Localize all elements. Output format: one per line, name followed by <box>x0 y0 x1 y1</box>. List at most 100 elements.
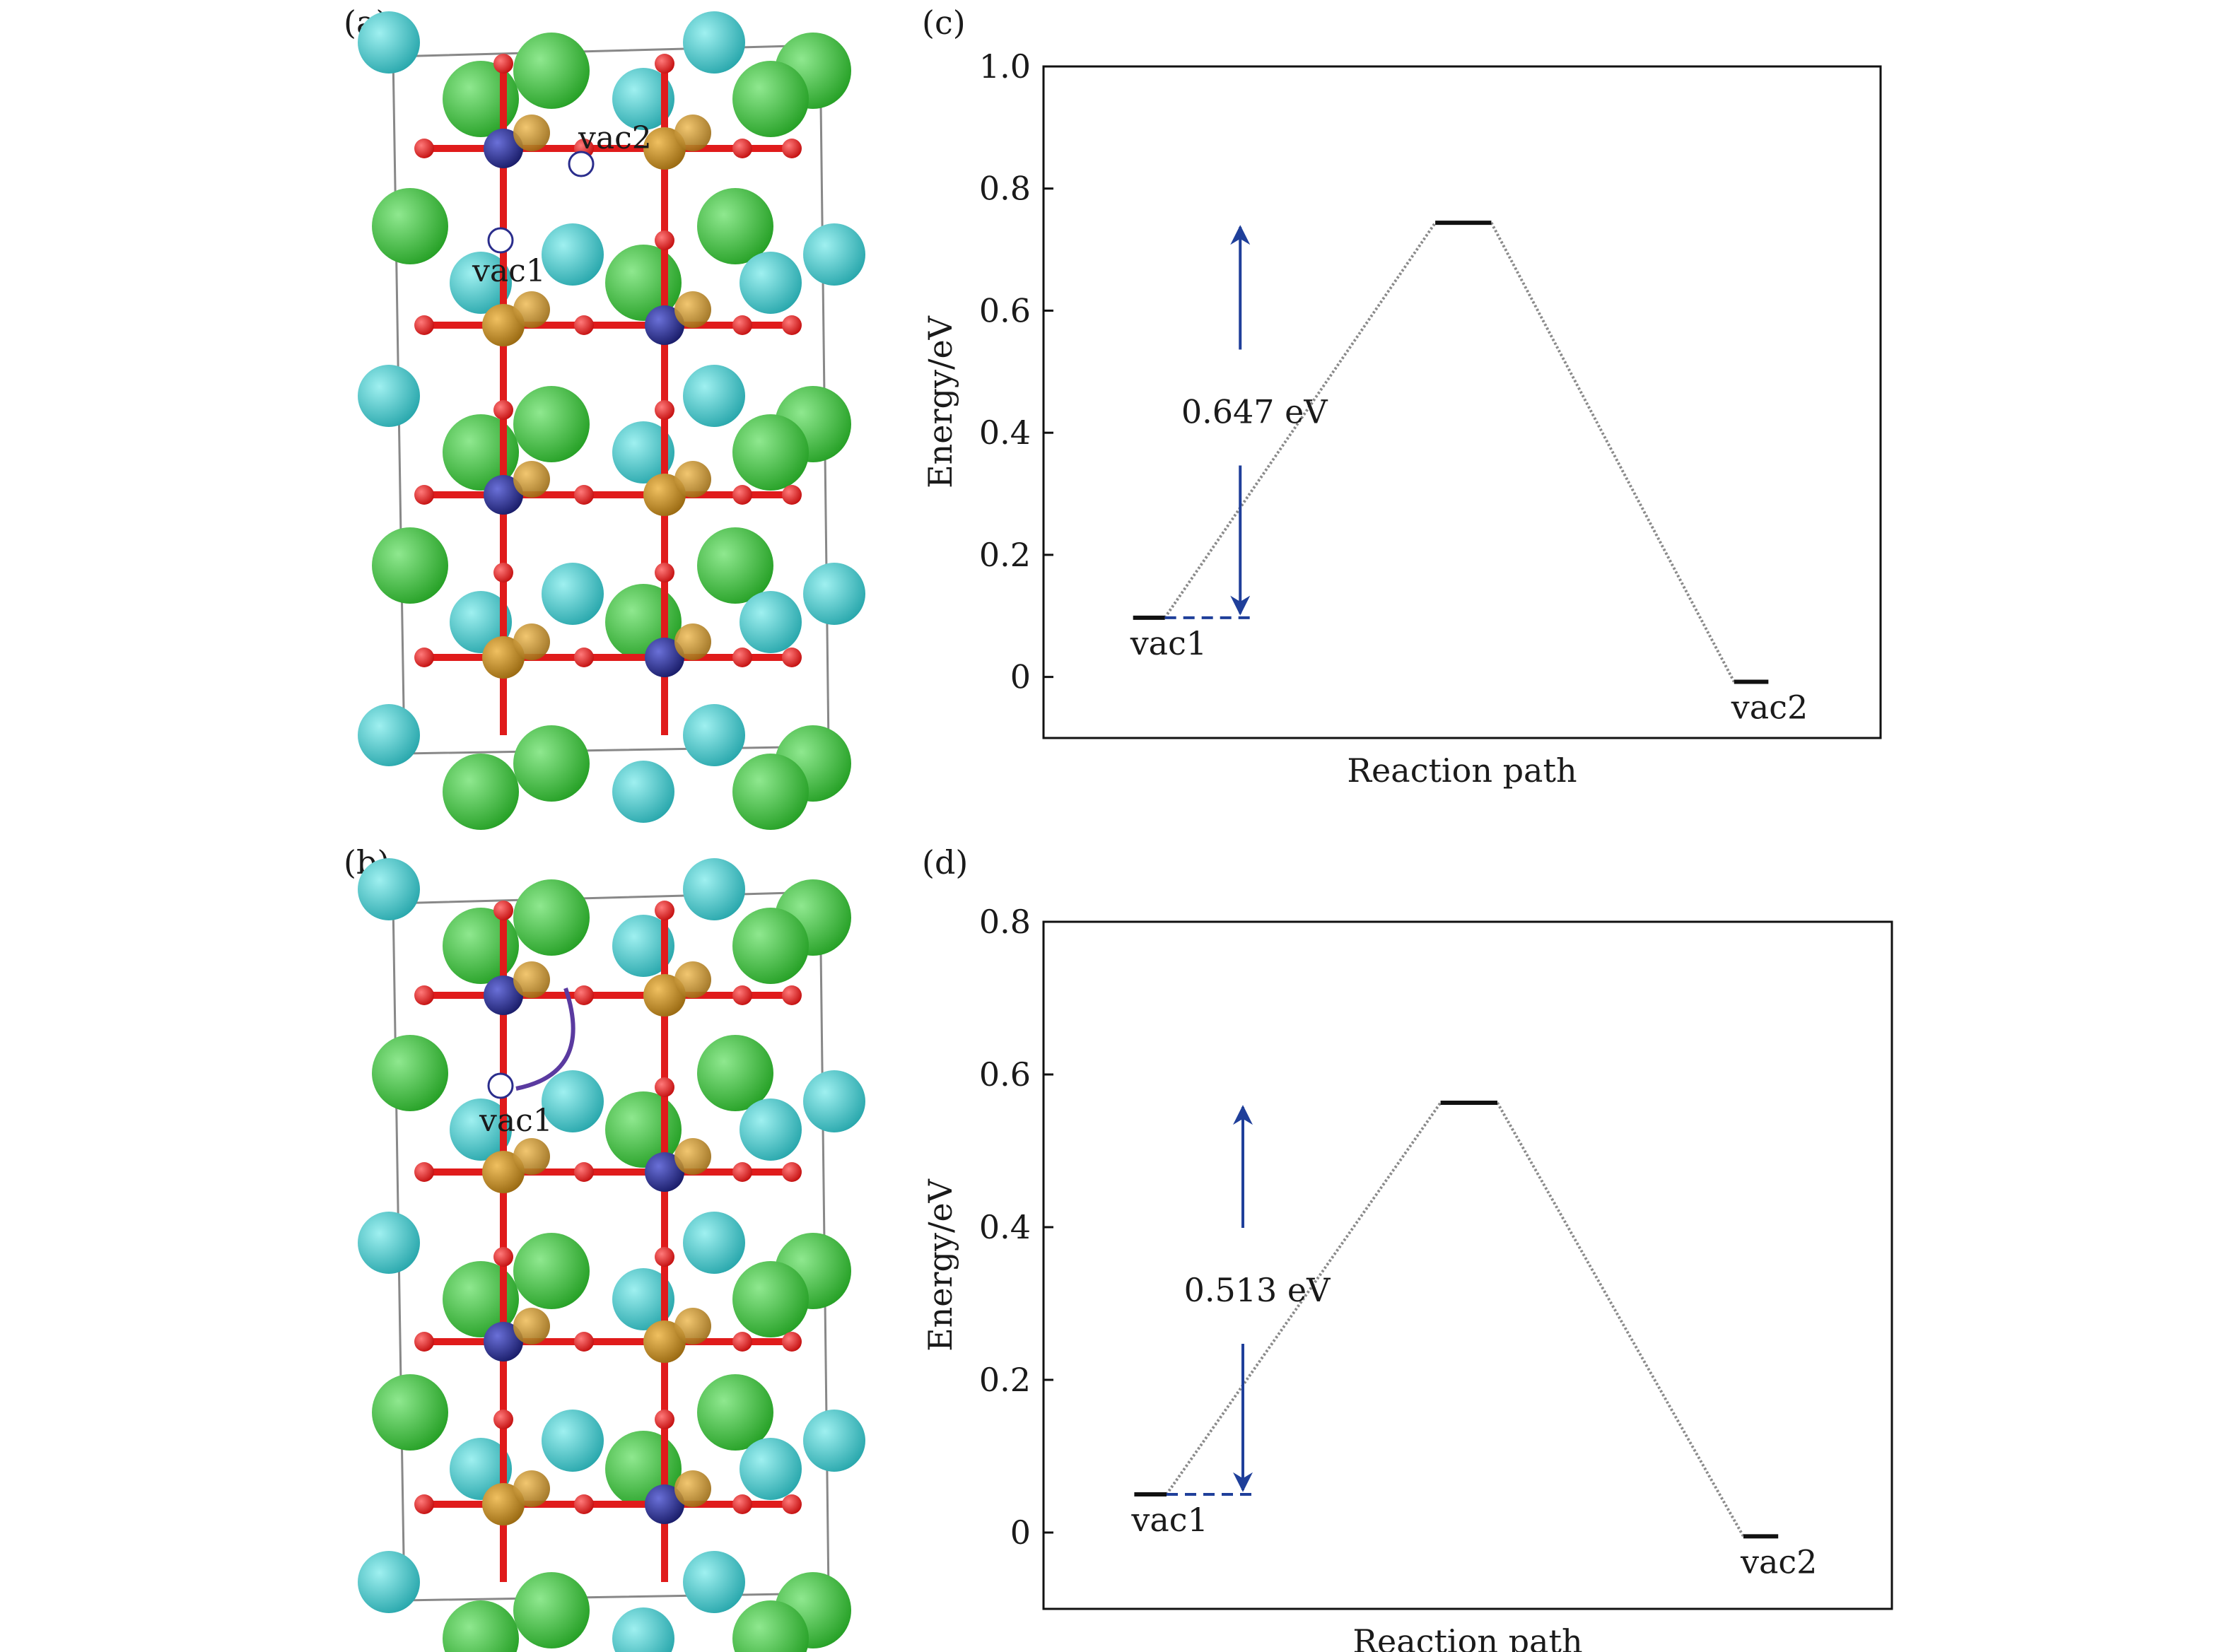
energy-chart-c: (c) 0 0.2 0.4 0.6 0.8 1.0 vac1 vac2 0.647 eV En… <box>921 4 1882 790</box>
marks-d: vac1 vac2 0.513 eV <box>1130 1100 1817 1581</box>
oxygen-atom-a <box>493 563 513 582</box>
y-tick-label-c: 0.6 <box>979 291 1031 329</box>
y-tick-label-c: 0.2 <box>979 536 1031 574</box>
barrier-label-c: 0.647 eV <box>1181 392 1328 430</box>
oxygen-atom-b <box>782 985 802 1005</box>
oxygen-atom-b <box>732 1332 752 1352</box>
fe-atom-a <box>674 115 711 151</box>
plot-frame-c <box>1042 65 1882 739</box>
sr-atom-b <box>697 1035 773 1111</box>
oxygen-atom-a <box>414 648 434 667</box>
oxygen-atom-b <box>493 901 513 920</box>
oxygen-atom-b <box>782 1162 802 1182</box>
la-atom-b <box>612 915 674 977</box>
migration-path-b <box>515 988 575 1091</box>
oxygen-atom-b <box>493 1247 513 1267</box>
la-atom-b <box>542 1070 604 1132</box>
panel-label-c: (c) <box>922 4 966 42</box>
state-label-vac2-d: vac2 <box>1740 1542 1817 1581</box>
plot-frame-d <box>1042 920 1893 1610</box>
oxygen-atom-a <box>493 400 513 420</box>
state-label-vac2-c: vac2 <box>1731 689 1808 727</box>
dopant-atom-a <box>645 638 684 677</box>
oxygen-atom-a <box>574 648 594 667</box>
la-atom-b <box>803 1410 865 1472</box>
oxygen-atom-a <box>782 485 802 505</box>
sr-atom-b <box>697 1374 773 1451</box>
la-atom-b <box>450 1099 512 1161</box>
state-label-vac1-d: vac1 <box>1130 1501 1208 1539</box>
oxygen-atom-a <box>655 400 674 420</box>
la-atom-b <box>740 1099 802 1161</box>
vacancy-vac1-a <box>487 227 514 254</box>
oxygen-atom-a <box>782 315 802 335</box>
la-atom-b <box>683 1551 745 1613</box>
la-atom-a <box>358 11 420 74</box>
marks-c: vac1 vac2 0.647 eV <box>1130 221 1808 727</box>
oxygen-atom-a <box>732 485 752 505</box>
la-atom-a <box>612 761 674 823</box>
y-tick-label-c: 1.0 <box>979 47 1031 86</box>
la-atom-a <box>683 704 745 766</box>
reaction-path-d <box>1165 1101 1745 1537</box>
sr-atom-b <box>443 1600 519 1652</box>
la-atom-a <box>450 252 512 314</box>
la-atom-a <box>683 365 745 427</box>
oxygen-atom-b <box>782 1332 802 1352</box>
la-atom-a <box>612 421 674 484</box>
structure-b-atoms <box>358 858 865 1652</box>
fe-atom-a <box>513 623 550 660</box>
sr-atom-b <box>372 1035 448 1111</box>
sr-atom-a <box>513 33 590 109</box>
sr-atom-a <box>513 386 590 462</box>
oxygen-atom-a <box>732 315 752 335</box>
fe-atom-b <box>513 961 550 998</box>
oxygen-atom-a <box>414 315 434 335</box>
fe-atom-b <box>513 1308 550 1345</box>
la-atom-b <box>803 1070 865 1132</box>
la-atom-b <box>612 1607 674 1652</box>
sr-atom-b <box>513 1233 590 1309</box>
fe-atom-a <box>674 291 711 328</box>
oxygen-atom-a <box>655 230 674 250</box>
y-axis-label-d: Energy/eV <box>921 1178 959 1352</box>
fe-atom-a <box>513 291 550 328</box>
y-tick-label-d: 0 <box>1010 1513 1031 1552</box>
x-axis-label-c: Reaction path <box>1347 751 1577 790</box>
la-atom-a <box>803 223 865 286</box>
fe-atom-b <box>513 1138 550 1175</box>
dopant-atom-b <box>484 976 523 1015</box>
oxygen-atom-a <box>655 54 674 74</box>
la-atom-a <box>740 591 802 653</box>
oxygen-atom-b <box>414 1162 434 1182</box>
oxygen-atom-b <box>732 985 752 1005</box>
oxygen-atom-b <box>655 901 674 920</box>
structure-a-atoms <box>358 11 865 830</box>
oxygen-atom-b <box>574 1494 594 1514</box>
dopant-atom-a <box>484 475 523 515</box>
panel-label-d: (d) <box>922 843 968 881</box>
oxygen-atom-a <box>414 485 434 505</box>
oxygen-atom-a <box>574 315 594 335</box>
sr-atom-b <box>732 1600 809 1652</box>
la-atom-a <box>358 704 420 766</box>
la-atom-a <box>542 223 604 286</box>
fe-atom-b <box>674 1138 711 1175</box>
sr-atom-a <box>372 527 448 604</box>
oxygen-atom-b <box>782 1494 802 1514</box>
sr-atom-b <box>513 1572 590 1648</box>
sr-atom-a <box>697 188 773 264</box>
la-atom-a <box>358 365 420 427</box>
dopant-atom-b <box>645 1152 684 1192</box>
dopant-atom-b <box>645 1484 684 1524</box>
sr-atom-a <box>372 188 448 264</box>
sr-atom-a <box>732 61 809 137</box>
barrier-label-d: 0.513 eV <box>1184 1271 1331 1309</box>
sr-atom-b <box>732 908 809 984</box>
structure-b: (b) vac1 <box>344 843 865 1652</box>
oxygen-atom-a <box>782 648 802 667</box>
fe-atom-b <box>674 1308 711 1345</box>
oxygen-atom-b <box>574 1162 594 1182</box>
oxygen-atom-a <box>732 139 752 158</box>
fe-atom-a <box>513 461 550 498</box>
